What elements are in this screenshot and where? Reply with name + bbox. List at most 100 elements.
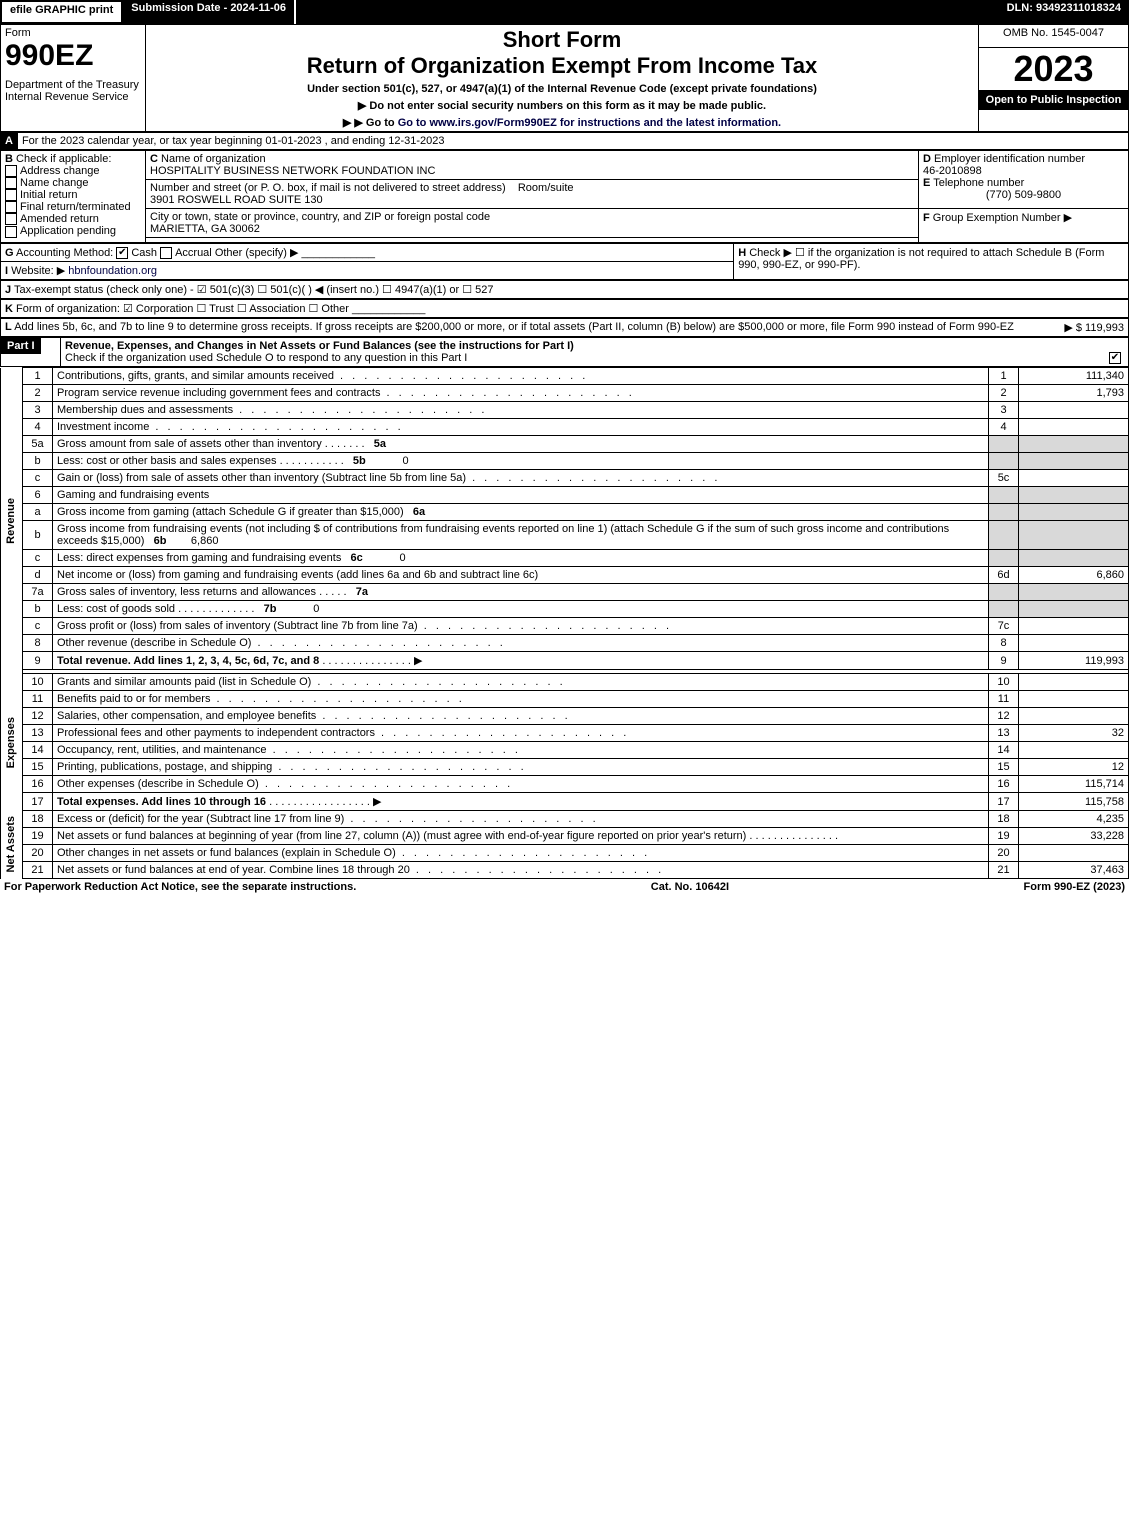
amt-6b: 6,860 (191, 535, 219, 547)
telephone: (770) 509-9800 (923, 189, 1124, 201)
footer-left: For Paperwork Reduction Act Notice, see … (4, 881, 356, 893)
subtitle-1: Under section 501(c), 527, or 4947(a)(1)… (150, 83, 974, 95)
H-text: H Check ▶ ☐ if the organization is not r… (734, 244, 1129, 280)
line-7c: Gross profit or (loss) from sales of inv… (57, 620, 418, 632)
B-addr: Address change (20, 165, 100, 177)
website-link[interactable]: hbnfoundation.org (68, 265, 157, 277)
amt-9: 119,993 (1019, 652, 1129, 670)
line-9: Total revenue. Add lines 1, 2, 3, 4, 5c,… (57, 655, 319, 667)
B-name: Name change (20, 177, 89, 189)
amt-16: 115,714 (1019, 776, 1129, 793)
header-frame: Form 990EZ Department of the Treasury In… (0, 24, 1129, 132)
city: MARIETTA, GA 30062 (150, 223, 260, 235)
amt-6d: 6,860 (1019, 567, 1129, 584)
cb-schedule-o[interactable] (1109, 352, 1121, 364)
C-room-label: Room/suite (518, 182, 574, 194)
amt-19: 33,228 (1019, 828, 1129, 845)
line-L: L Add lines 5b, 6c, and 7b to line 9 to … (1, 319, 1129, 337)
cb-cash[interactable] (116, 247, 128, 259)
line-7a: Gross sales of inventory, less returns a… (57, 586, 316, 598)
line-A: For the 2023 calendar year, or tax year … (17, 133, 1128, 150)
line-11: Benefits paid to or for members (57, 693, 210, 705)
line-6d: Net income or (loss) from gaming and fun… (57, 569, 538, 581)
dln: DLN: 93492311018324 (999, 0, 1129, 24)
line-20: Other changes in net assets or fund bala… (57, 847, 396, 859)
line-2: Program service revenue including govern… (57, 387, 380, 399)
D-label: Employer identification number (934, 153, 1085, 165)
amt-7b: 0 (313, 603, 319, 615)
omb: OMB No. 1545-0047 (979, 25, 1129, 48)
amt-2: 1,793 (1019, 385, 1129, 402)
F-arrow: ▶ (1064, 212, 1072, 224)
line-15: Printing, publications, postage, and shi… (57, 761, 272, 773)
subtitle-2: Do not enter social security numbers on … (150, 99, 974, 112)
cb-app-pending[interactable] (5, 226, 17, 238)
C-street-label: Number and street (or P. O. box, if mail… (150, 182, 506, 194)
line-21: Net assets or fund balances at end of ye… (57, 864, 410, 876)
cb-name-change[interactable] (5, 177, 17, 189)
line-J: J Tax-exempt status (check only one) - ☑… (1, 281, 1129, 299)
title: Return of Organization Exempt From Incom… (150, 53, 974, 79)
tax-year: 2023 (979, 48, 1128, 90)
subtitle-3: ▶ Go to Go to www.irs.gov/Form990EZ for … (150, 116, 974, 129)
cb-final[interactable] (5, 201, 17, 213)
G-other: Other (specify) ▶ (215, 247, 299, 259)
part-I-heading: Revenue, Expenses, and Changes in Net As… (65, 340, 574, 352)
line-4: Investment income (57, 421, 149, 433)
amt-13: 32 (1019, 725, 1129, 742)
C-name-label: Name of organization (161, 153, 266, 165)
G-cash: Cash (131, 247, 157, 259)
B-amend: Amended return (20, 213, 99, 225)
line-5b: Less: cost or other basis and sales expe… (57, 455, 277, 467)
amt-15: 12 (1019, 759, 1129, 776)
L-amount: ▶ $ 119,993 (1064, 321, 1124, 334)
line-1: Contributions, gifts, grants, and simila… (57, 370, 334, 382)
line-18: Excess or (deficit) for the year (Subtra… (57, 813, 344, 825)
cb-accrual[interactable] (160, 247, 172, 259)
line-17: Total expenses. Add lines 10 through 16 (57, 796, 266, 808)
amt-6c: 0 (399, 552, 405, 564)
cb-amended[interactable] (5, 213, 17, 225)
dept: Department of the Treasury Internal Reve… (5, 79, 141, 103)
lines-table: Revenue 1 Contributions, gifts, grants, a… (0, 367, 1129, 879)
line-13: Professional fees and other payments to … (57, 727, 375, 739)
C-city-label: City or town, state or province, country… (150, 211, 490, 223)
num-1: 1 (989, 368, 1019, 385)
line-6c: Less: direct expenses from gaming and fu… (57, 552, 341, 564)
line-12: Salaries, other compensation, and employ… (57, 710, 316, 722)
open-public-badge: Open to Public Inspection (979, 90, 1128, 110)
cb-address-change[interactable] (5, 165, 17, 177)
ein: 46-2010898 (923, 165, 982, 177)
top-bar: efile GRAPHIC print Submission Date - 20… (0, 0, 1129, 24)
line-10: Grants and similar amounts paid (list in… (57, 676, 311, 688)
E-label: Telephone number (933, 177, 1024, 189)
line-6a: Gross income from gaming (attach Schedul… (57, 506, 404, 518)
form-word: Form (5, 27, 141, 39)
org-name: HOSPITALITY BUSINESS NETWORK FOUNDATION … (150, 165, 435, 177)
line-5c: Gain or (loss) from sale of assets other… (57, 472, 466, 484)
efile-print[interactable]: efile GRAPHIC print (0, 0, 123, 24)
part-I-label: Part I (1, 338, 41, 354)
footer-mid: Cat. No. 10642I (651, 881, 729, 893)
line-3: Membership dues and assessments (57, 404, 233, 416)
part-I-check: Check if the organization used Schedule … (65, 352, 467, 364)
irs-link[interactable]: Go to www.irs.gov/Form990EZ for instruct… (398, 117, 781, 129)
label-A: A (1, 133, 18, 150)
I-label: Website: ▶ (11, 265, 65, 277)
footer-right: Form 990-EZ (2023) (1024, 881, 1125, 893)
B-final: Final return/terminated (20, 201, 131, 213)
form-number: 990EZ (5, 39, 141, 73)
submission-date: Submission Date - 2024-11-06 (123, 0, 296, 24)
cb-initial[interactable] (5, 189, 17, 201)
line-6: Gaming and fundraising events (53, 487, 989, 504)
side-expenses: Expenses (5, 717, 17, 768)
line-K: K Form of organization: ☑ Corporation ☐ … (1, 300, 1129, 318)
amt-17: 115,758 (1019, 793, 1129, 811)
amt-21: 37,463 (1019, 862, 1129, 879)
footer: For Paperwork Reduction Act Notice, see … (0, 879, 1129, 895)
B-app: Application pending (20, 225, 116, 237)
line-19: Net assets or fund balances at beginning… (57, 830, 746, 842)
side-revenue: Revenue (5, 498, 17, 544)
line-5a: Gross amount from sale of assets other t… (57, 438, 322, 450)
B-init: Initial return (20, 189, 77, 201)
